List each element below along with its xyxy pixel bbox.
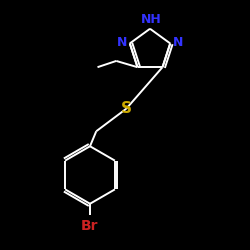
Text: Br: Br bbox=[81, 219, 99, 233]
Text: S: S bbox=[121, 101, 132, 116]
Text: N: N bbox=[173, 36, 184, 49]
Text: NH: NH bbox=[141, 13, 162, 26]
Text: N: N bbox=[116, 36, 127, 49]
